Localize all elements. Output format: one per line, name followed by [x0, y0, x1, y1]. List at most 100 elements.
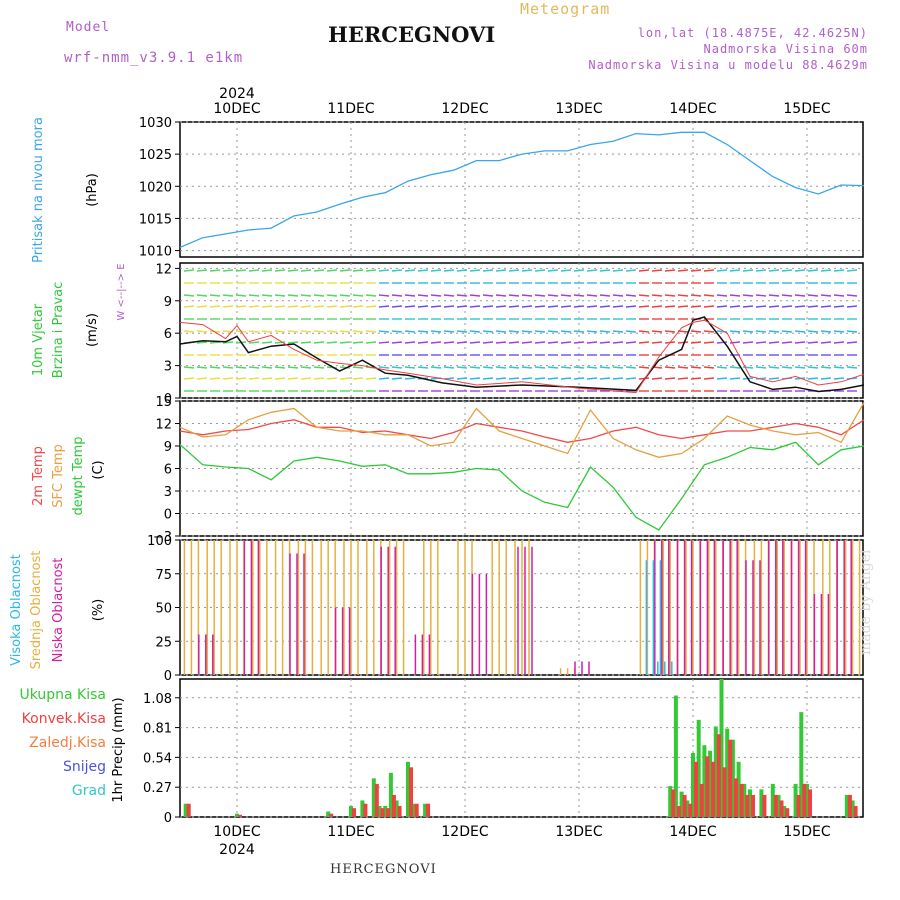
wind-arrow: [625, 305, 637, 308]
wind-arrow: [755, 330, 767, 333]
wind-arrow: [534, 294, 546, 297]
wind-arrow: [495, 366, 507, 369]
wind-arrow: [482, 330, 494, 333]
day-label-top: 10DEC: [213, 101, 260, 117]
precip-bar: [409, 767, 413, 817]
wind-arrow: [287, 366, 299, 369]
precip-bar: [383, 805, 388, 817]
wind-arrow: [313, 377, 325, 380]
wind-arrow: [274, 305, 286, 308]
wind-arrow: [365, 305, 377, 308]
precip-bar: [411, 803, 416, 817]
wind-arrow: [690, 377, 702, 380]
wind-arrow: [638, 294, 650, 297]
wind-arrow: [521, 377, 533, 380]
precip-bar: [805, 783, 809, 817]
wind-arrow: [651, 377, 663, 380]
wind-arrow: [378, 366, 390, 369]
wind-arrow: [638, 341, 650, 344]
precip-bar: [730, 739, 735, 817]
wind-arrow: [794, 366, 806, 369]
wind-arrow: [482, 269, 494, 272]
wind-arrow: [495, 294, 507, 297]
precip-bar: [776, 794, 781, 817]
wind-arrow: [326, 341, 338, 344]
wind-arrow: [456, 294, 468, 297]
temp-unit-label: (C): [91, 460, 106, 479]
wind-arrow: [248, 269, 260, 272]
panel-frame: [179, 678, 864, 818]
wind-arrow: [235, 366, 247, 369]
wind-arrow: [599, 305, 611, 308]
wind-arrow: [365, 377, 377, 380]
day-label-bottom: 11DEC: [327, 824, 374, 840]
wind-arrow: [547, 341, 559, 344]
wind-arrow: [443, 305, 455, 308]
y-tick-label: 0: [164, 811, 172, 826]
dewpt-axis-label: dewpt Temp: [71, 436, 86, 515]
precip-bar: [708, 750, 713, 817]
wind-arrow: [378, 305, 390, 308]
wind-arrow: [846, 330, 858, 333]
wind-arrow: [456, 269, 468, 272]
precip-bar: [397, 805, 402, 817]
precip-bar: [352, 808, 356, 817]
day-label-top: 12DEC: [441, 101, 488, 117]
precip-bar: [406, 761, 410, 817]
precip-legend-2: Zaledj.Kisa: [29, 735, 106, 751]
wind-arrow: [612, 341, 624, 344]
wind-arrow: [365, 294, 377, 297]
wind-arrow: [482, 294, 494, 297]
wind-arrow: [547, 366, 559, 369]
wind-arrow: [794, 341, 806, 344]
wind-arrow: [287, 377, 299, 380]
wind-arrow: [729, 366, 741, 369]
wind-arrow: [612, 269, 624, 272]
wind-arrow: [482, 366, 494, 369]
wind-arrow: [807, 377, 819, 380]
wind-arrow: [248, 305, 260, 308]
wind-arrow: [625, 366, 637, 369]
wind-arrow: [274, 330, 286, 333]
wind-arrow: [807, 294, 819, 297]
wind-arrow: [716, 305, 728, 308]
wind-arrow: [365, 269, 377, 272]
wind-arrow: [404, 341, 416, 344]
wind-arrow: [417, 341, 429, 344]
wind-arrow: [339, 294, 351, 297]
wind-arrow: [651, 341, 663, 344]
wind-arrow: [807, 305, 819, 308]
y-tick-label: 0.54: [143, 751, 172, 766]
y-tick-label: 50: [155, 602, 172, 617]
wind-arrow: [612, 294, 624, 297]
precip-bar: [668, 786, 673, 817]
wind-arrow: [248, 341, 260, 344]
y-tick-label: 3: [164, 485, 172, 500]
wind-arrow: [690, 341, 702, 344]
wind-arrow: [729, 330, 741, 333]
wind-arrow: [196, 305, 208, 308]
wind-arrow: [638, 366, 650, 369]
wind-arrow: [495, 269, 507, 272]
wind-arrow: [183, 330, 195, 333]
wind-arrow: [781, 269, 793, 272]
temp-line-0: [179, 419, 865, 443]
precip-bar: [691, 752, 695, 817]
wind-arrow: [508, 305, 520, 308]
wind-arrow: [222, 305, 234, 308]
wind-arrow: [625, 330, 637, 333]
wind-arrow: [443, 366, 455, 369]
wind-arrow: [586, 269, 598, 272]
wind-arrow: [287, 294, 299, 297]
y-tick-label: 25: [155, 635, 172, 650]
wind-arrow: [742, 269, 754, 272]
wind-arrow: [794, 305, 806, 308]
wind-arrow: [469, 305, 481, 308]
day-label-bottom: 12DEC: [441, 824, 488, 840]
wind-arrow: [417, 269, 429, 272]
precip-bar: [762, 794, 767, 817]
wind-arrow: [651, 305, 663, 308]
wind-arrow: [573, 377, 585, 380]
wind-arrow: [443, 269, 455, 272]
wind-arrow: [222, 269, 234, 272]
